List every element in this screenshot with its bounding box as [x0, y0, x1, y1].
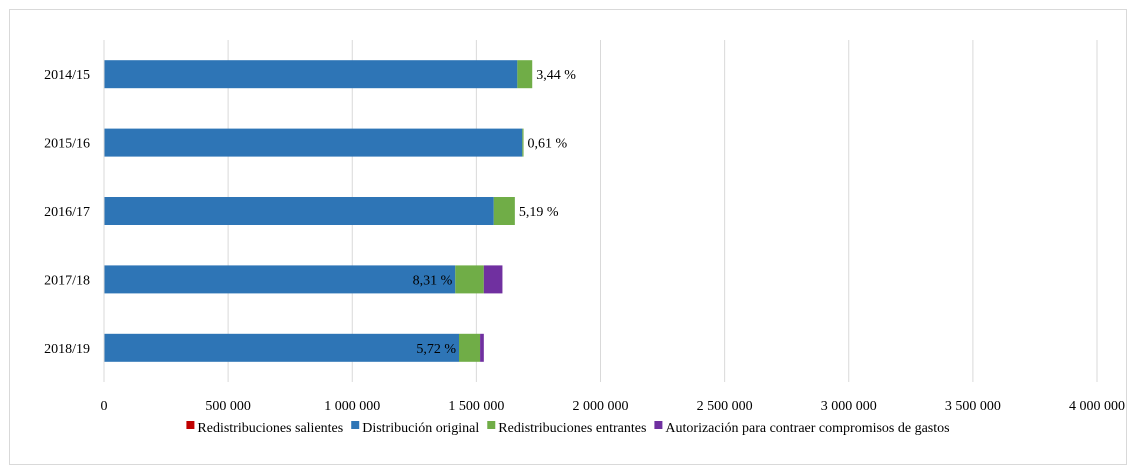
bar-segment [104, 197, 494, 225]
legend-swatch [654, 421, 663, 429]
y-tick-label: 2015/16 [44, 137, 90, 152]
y-tick-label: 2018/19 [44, 342, 90, 357]
x-tick-label: 2 000 000 [573, 399, 629, 414]
y-tick-label: 2017/18 [44, 273, 90, 288]
bar-segment [480, 333, 484, 362]
y-tick-label: 2016/17 [44, 205, 90, 220]
x-axis: 0 500 000 1 000 000 1 500 000 2 000 000 2 500… [101, 399, 1126, 414]
bar-segment [455, 265, 484, 294]
legend: Redistribuciones salientes Distribución o… [186, 421, 950, 436]
x-tick-label: 3 500 000 [945, 399, 1001, 414]
data-label: 5,72 % [416, 342, 456, 357]
data-label: 0,61 % [528, 137, 568, 152]
legend-swatch [351, 421, 360, 429]
x-tick-label: 3 000 000 [821, 399, 877, 414]
data-labels: 3,44 % 0,61 % 5,19 % 8,31 % 5,72 % [413, 68, 577, 357]
data-label: 5,19 % [519, 205, 559, 220]
bar-segment [493, 197, 515, 225]
bar-segment [522, 128, 524, 157]
bar-segment [458, 333, 481, 362]
legend-label: Redistribuciones salientes [197, 421, 343, 436]
legend-swatch [487, 421, 496, 429]
x-tick-label: 1 000 000 [324, 399, 380, 414]
chart-frame [9, 9, 1127, 465]
grid-lines [227, 40, 1098, 382]
bar-segment [517, 60, 533, 89]
x-tick-label: 500 000 [205, 399, 251, 414]
x-tick-label: 4 000 000 [1069, 399, 1125, 414]
x-tick-label: 1 500 000 [448, 399, 504, 414]
bar-segment [104, 333, 459, 362]
legend-swatch [186, 421, 195, 429]
y-axis: 2014/15 2015/16 2016/17 2017/18 2018/19 [44, 40, 105, 382]
data-label: 3,44 % [536, 68, 576, 83]
legend-label: Redistribuciones entrantes [498, 421, 646, 436]
legend-label: Autorización para contraer compromisos d… [665, 421, 949, 436]
bar-segment [104, 60, 518, 89]
bar-segment [483, 265, 503, 294]
x-tick-label: 2 500 000 [697, 399, 753, 414]
legend-label: Distribución original [362, 421, 479, 436]
bars [104, 60, 533, 362]
x-tick-label: 0 [101, 399, 108, 414]
bar-segment [104, 265, 456, 294]
y-tick-label: 2014/15 [44, 68, 90, 83]
bar-segment [104, 128, 523, 157]
data-label: 8,31 % [413, 273, 453, 288]
